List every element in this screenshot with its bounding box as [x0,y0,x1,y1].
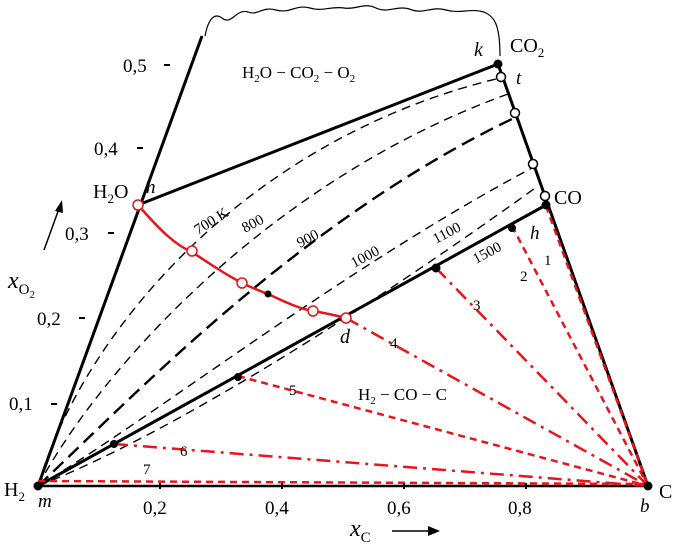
point-right-1000 [527,158,539,170]
point-label-n: n [146,177,156,198]
point-label-m: m [38,491,52,512]
point-label-d: d [340,326,351,348]
isotherm-curve-800 [37,93,509,487]
point-900-curve [264,290,272,298]
hollow-points [132,71,551,324]
ray-line-7 [37,479,649,486]
right-boundary-line [496,63,650,487]
y-axis-arrow [43,200,63,251]
h2-co-line [37,203,547,488]
point-red-1000 [307,305,319,317]
ray-line-3 [435,267,649,487]
isotherm-label-900: 900 [294,227,321,252]
x-axis-label: xC [349,516,371,545]
y-axis-label: xO2 [7,268,35,301]
ray-label-6: 6 [180,444,188,460]
x-tick-label: 0,2 [143,498,167,519]
x-tick-label: 0,8 [508,498,532,519]
point-label-b: b [640,496,650,517]
filled-points [33,59,653,491]
ray-label-1: 1 [544,253,552,269]
red-rays [37,205,650,488]
c-corner-label: C [659,481,672,503]
point-b [643,481,653,491]
co-label: CO [554,187,582,209]
point-red-900 [236,277,248,289]
h2o-label: H2O [93,181,128,206]
h2o-co2-line [137,62,499,207]
ray-label-3: 3 [473,298,481,314]
diagram-break-line [204,5,501,57]
point-ray5 [234,373,242,381]
point-t [495,71,507,83]
upper-region-label: H2O − CO2 − O2 [242,63,355,85]
point-d [340,312,352,324]
y-axis-ticks [51,64,170,405]
point-right-800 [509,107,521,119]
ray-line-1 [544,205,650,487]
ray-line-5 [237,374,649,488]
x-axis-ticks [159,483,527,489]
point-label-k: k [474,39,484,61]
point-1500 [431,263,441,273]
isotherm-label-1100: 1100 [430,220,464,248]
y-tick-label: 0,1 [9,394,33,415]
point-h [508,224,516,232]
point-label-t: t [516,68,522,89]
point-m [33,481,43,491]
ray-line-2 [510,225,650,487]
x-tick-label: 0,4 [265,498,289,519]
y-tick-label: 0,3 [65,224,89,245]
isotherm-label-800: 800 [239,212,266,237]
x-tick-label: 0,6 [387,498,411,519]
isotherm-curve-1100 [37,185,539,487]
point-red-800 [186,245,198,257]
y-tick-label: 0,4 [94,139,118,160]
point-n [132,199,144,211]
ray-line-6 [113,442,649,488]
ray-label-5: 5 [289,383,297,399]
ray-label-4: 4 [390,336,398,352]
point-label-h: h [530,223,540,244]
point-co [541,200,551,210]
point-right-1100 [539,190,551,202]
lower-region-label: H2 − CO − C [358,385,447,407]
co2-label: CO2 [510,35,544,60]
h2-corner-label: H2 [4,479,25,504]
ray-label-7: 7 [143,462,151,478]
point-k [493,59,503,69]
isotherm-curve-900 [37,116,515,487]
x-axis-arrow [392,526,440,536]
isotherm-curve-700 [37,77,501,487]
point-ray6 [110,440,118,448]
y-tick-label: 0,5 [123,56,147,77]
ray-label-2: 2 [520,269,528,285]
isotherm-label-700: 700 K [192,205,232,238]
isotherm-curve-1000 [37,167,533,487]
isotherm-curves [37,77,539,487]
y-tick-label: 0,2 [37,309,61,330]
left-boundary-line [36,35,204,487]
